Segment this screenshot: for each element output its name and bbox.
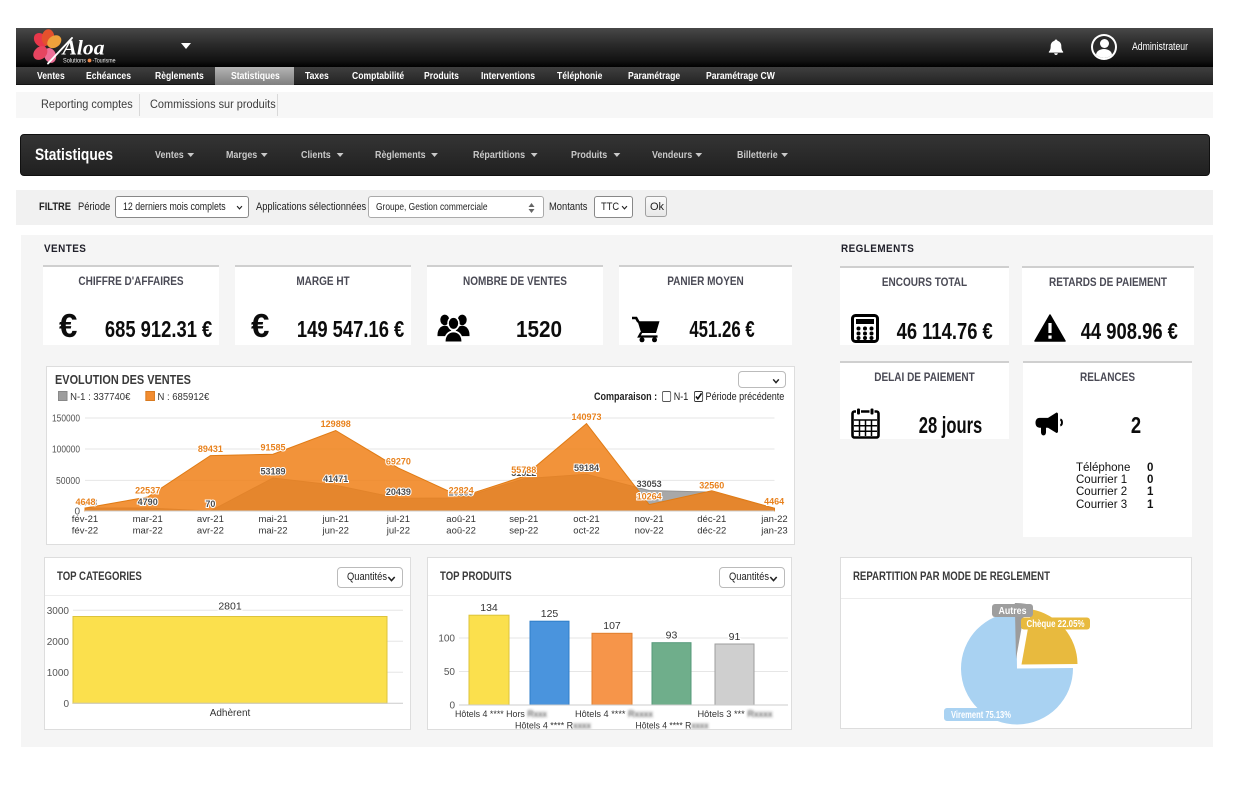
svg-text:4464: 4464 xyxy=(764,497,784,507)
svg-text:nov-22: nov-22 xyxy=(635,526,664,537)
svg-text:avr-22: avr-22 xyxy=(197,526,224,537)
svg-text:50: 50 xyxy=(444,667,456,678)
svg-text:100000: 100000 xyxy=(52,445,80,456)
svg-text:mar-22: mar-22 xyxy=(133,526,163,537)
svg-text:20439: 20439 xyxy=(386,487,411,497)
svg-text:mar-21: mar-21 xyxy=(133,514,163,525)
svg-text:aoû-22: aoû-22 xyxy=(446,526,476,537)
svg-text:0: 0 xyxy=(449,701,455,712)
svg-text:fév-21: fév-21 xyxy=(72,514,98,525)
svg-text:mai-21: mai-21 xyxy=(258,514,287,525)
svg-text:oct-21: oct-21 xyxy=(573,514,599,525)
svg-text:89431: 89431 xyxy=(198,444,223,454)
svg-text:fév-22: fév-22 xyxy=(72,526,98,537)
svg-text:140973: 140973 xyxy=(571,412,601,422)
svg-text:91585: 91585 xyxy=(260,443,285,453)
svg-text:91: 91 xyxy=(729,631,741,643)
svg-text:Solutions: Solutions xyxy=(63,58,87,65)
svg-text:jan-22: jan-22 xyxy=(760,514,787,525)
svg-text:69270: 69270 xyxy=(386,457,411,467)
svg-text:nov-21: nov-21 xyxy=(635,514,664,525)
svg-text:100: 100 xyxy=(438,634,455,645)
svg-text:59184: 59184 xyxy=(574,463,599,473)
svg-text:Hôtels 3 *** Rxxxx: Hôtels 3 *** Rxxxx xyxy=(698,709,773,720)
svg-text:4613: 4613 xyxy=(77,498,97,508)
svg-text:jan-23: jan-23 xyxy=(760,526,787,537)
svg-text:oct-22: oct-22 xyxy=(573,526,599,537)
svg-text:3000: 3000 xyxy=(47,606,70,617)
svg-text:70: 70 xyxy=(205,499,215,509)
svg-text:déc-21: déc-21 xyxy=(697,514,726,525)
svg-text:aoû-21: aoû-21 xyxy=(446,514,476,525)
svg-text:0: 0 xyxy=(63,699,69,710)
svg-text:Hôtels 4 **** Rxxxx: Hôtels 4 **** Rxxxx xyxy=(515,721,591,730)
svg-text:0: 0 xyxy=(74,507,80,518)
svg-text:53189: 53189 xyxy=(260,467,285,477)
svg-text:jul-22: jul-22 xyxy=(386,526,410,537)
svg-text:Hôtels 4 **** Rxxxx: Hôtels 4 **** Rxxxx xyxy=(575,709,653,720)
svg-text:134: 134 xyxy=(480,602,498,614)
svg-text:50000: 50000 xyxy=(56,476,80,487)
svg-text:51922: 51922 xyxy=(511,468,536,478)
svg-text:107: 107 xyxy=(603,620,621,632)
svg-text:20889: 20889 xyxy=(449,488,474,498)
svg-text:Chèque 22.05%: Chèque 22.05% xyxy=(1027,618,1085,630)
svg-text:avr-21: avr-21 xyxy=(197,514,224,525)
svg-text:4404: 4404 xyxy=(764,497,784,507)
svg-text:sep-22: sep-22 xyxy=(509,526,538,537)
svg-text:4790: 4790 xyxy=(138,497,158,507)
svg-text:30560: 30560 xyxy=(699,481,724,491)
svg-text:150000: 150000 xyxy=(52,414,80,425)
svg-text:Aloa: Aloa xyxy=(60,36,104,60)
svg-text:4648: 4648 xyxy=(75,497,95,507)
svg-text:Autres: Autres xyxy=(999,605,1027,617)
svg-text:93: 93 xyxy=(666,630,678,642)
svg-text:2000: 2000 xyxy=(47,637,70,648)
svg-text:jun-22: jun-22 xyxy=(321,526,348,537)
svg-text:jun-21: jun-21 xyxy=(321,514,348,525)
svg-text:33053: 33053 xyxy=(637,479,662,489)
svg-text:41471: 41471 xyxy=(323,474,348,484)
svg-text:32560: 32560 xyxy=(699,481,724,491)
svg-text:1000: 1000 xyxy=(47,668,70,679)
svg-text:Virement 75.13%: Virement 75.13% xyxy=(951,709,1011,721)
svg-text:sep-21: sep-21 xyxy=(509,514,538,525)
svg-text:125: 125 xyxy=(541,608,559,620)
svg-text:Adhèrent: Adhèrent xyxy=(210,708,251,719)
svg-text:Hôtels 4 **** Rxxxx: Hôtels 4 **** Rxxxx xyxy=(636,721,709,730)
svg-text:mai-22: mai-22 xyxy=(258,526,287,537)
svg-text:Hôtels 4 **** Hors Rxxx: Hôtels 4 **** Hors Rxxx xyxy=(455,709,547,720)
svg-text:22537: 22537 xyxy=(135,486,160,496)
svg-text:129898: 129898 xyxy=(321,419,351,429)
svg-text:22824: 22824 xyxy=(449,485,474,495)
svg-text:10264: 10264 xyxy=(637,492,662,502)
svg-text:déc-22: déc-22 xyxy=(697,526,726,537)
svg-text:2801: 2801 xyxy=(218,601,242,613)
svg-text:55788: 55788 xyxy=(511,465,536,475)
svg-text:-Tourisme: -Tourisme xyxy=(93,58,116,65)
svg-text:jul-21: jul-21 xyxy=(386,514,410,525)
